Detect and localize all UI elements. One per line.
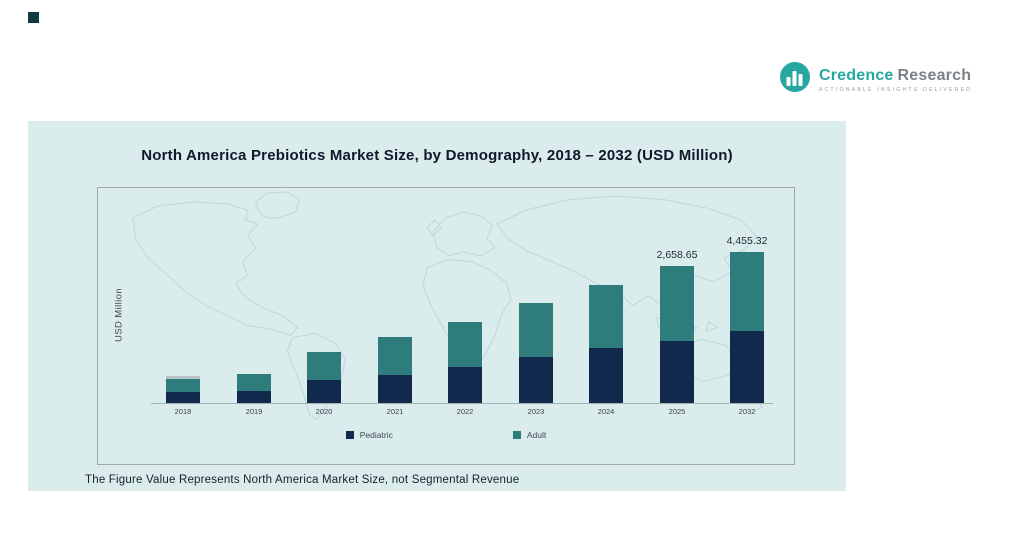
bar-2021 — [378, 337, 412, 403]
bar-2023 — [519, 303, 553, 403]
legend-item-adult: Adult — [512, 430, 547, 440]
adult-segment — [730, 252, 764, 331]
adult-segment — [237, 374, 271, 391]
pediatric-segment — [448, 367, 482, 403]
brand-logo: Credence Research Actionable Insights Del… — [778, 60, 972, 99]
x-tick-2019: 2019 — [245, 407, 263, 416]
bar-value-label: 2,658.65 — [656, 249, 698, 261]
brand-name-primary: Credence — [819, 66, 894, 84]
bars-layer: 2,658.65 4,455.32 — [98, 188, 794, 403]
x-axis-labels: 2018 2019 2020 2021 2022 2023 2024 2025 2032 — [98, 407, 794, 419]
legend-label: Pediatric — [359, 430, 393, 440]
bar-2019 — [237, 374, 271, 403]
pediatric-segment — [166, 392, 200, 403]
pediatric-segment — [307, 380, 341, 403]
x-tick-2021: 2021 — [386, 407, 404, 416]
adult-segment — [660, 266, 694, 341]
legend-swatch — [345, 431, 354, 439]
x-tick-2032: 2032 — [738, 407, 756, 416]
brand-name-secondary: Research — [897, 66, 972, 84]
bar-2025: 2,658.65 — [657, 249, 697, 403]
bar-2024 — [589, 285, 623, 403]
brand-name: Credence Research — [819, 67, 972, 85]
bar-2020 — [307, 352, 341, 403]
legend-swatch — [512, 431, 521, 439]
bar-chart-logo-icon — [778, 60, 812, 99]
pediatric-segment — [589, 348, 623, 403]
x-tick-2018: 2018 — [174, 407, 192, 416]
content-panel: North America Prebiotics Market Size, by… — [28, 121, 846, 491]
bar-value-label: 4,455.32 — [726, 235, 768, 247]
pediatric-segment — [730, 331, 764, 403]
figure-footnote: The Figure Value Represents North Americ… — [85, 474, 520, 486]
chart-title: North America Prebiotics Market Size, by… — [141, 147, 733, 164]
x-tick-2023: 2023 — [527, 407, 545, 416]
pediatric-segment — [237, 391, 271, 403]
x-tick-2024: 2024 — [597, 407, 615, 416]
brand-tagline: Actionable Insights Delivered — [819, 86, 973, 93]
adult-segment — [378, 337, 412, 375]
cap-segment — [166, 376, 200, 379]
pediatric-segment — [519, 357, 553, 403]
chart-frame: USD Million 2,658.65 4,455.32 2018 2019 202… — [97, 187, 795, 465]
x-tick-2025: 2025 — [668, 407, 686, 416]
adult-segment — [307, 352, 341, 380]
pediatric-segment — [378, 375, 412, 403]
pediatric-segment — [660, 341, 694, 403]
legend: Pediatric Adult — [98, 430, 794, 440]
bar-2018 — [166, 376, 200, 403]
legend-label: Adult — [526, 430, 547, 440]
legend-item-pediatric: Pediatric — [345, 430, 393, 440]
adult-segment — [166, 379, 200, 392]
adult-segment — [448, 322, 482, 367]
x-tick-2022: 2022 — [456, 407, 474, 416]
adult-segment — [589, 285, 623, 348]
bar-2022 — [448, 322, 482, 403]
x-axis-line — [151, 403, 773, 404]
x-tick-2020: 2020 — [315, 407, 333, 416]
corner-accent — [28, 12, 39, 23]
bar-2032: 4,455.32 — [727, 235, 767, 403]
adult-segment — [519, 303, 553, 357]
